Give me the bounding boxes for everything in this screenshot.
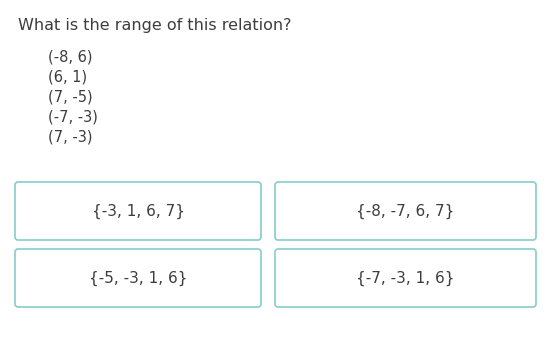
Text: (7, -3): (7, -3) bbox=[48, 130, 93, 145]
FancyBboxPatch shape bbox=[275, 249, 536, 307]
Text: {-8, -7, 6, 7}: {-8, -7, 6, 7} bbox=[356, 203, 455, 219]
FancyBboxPatch shape bbox=[15, 182, 261, 240]
FancyBboxPatch shape bbox=[275, 182, 536, 240]
Text: {-5, -3, 1, 6}: {-5, -3, 1, 6} bbox=[89, 271, 187, 285]
Text: What is the range of this relation?: What is the range of this relation? bbox=[18, 18, 291, 33]
Text: {-7, -3, 1, 6}: {-7, -3, 1, 6} bbox=[356, 271, 455, 285]
FancyBboxPatch shape bbox=[15, 249, 261, 307]
Text: (-8, 6): (-8, 6) bbox=[48, 50, 93, 65]
Text: (-7, -3): (-7, -3) bbox=[48, 110, 98, 125]
Text: {-3, 1, 6, 7}: {-3, 1, 6, 7} bbox=[91, 203, 185, 219]
Text: (6, 1): (6, 1) bbox=[48, 70, 87, 85]
Text: (7, -5): (7, -5) bbox=[48, 90, 93, 105]
